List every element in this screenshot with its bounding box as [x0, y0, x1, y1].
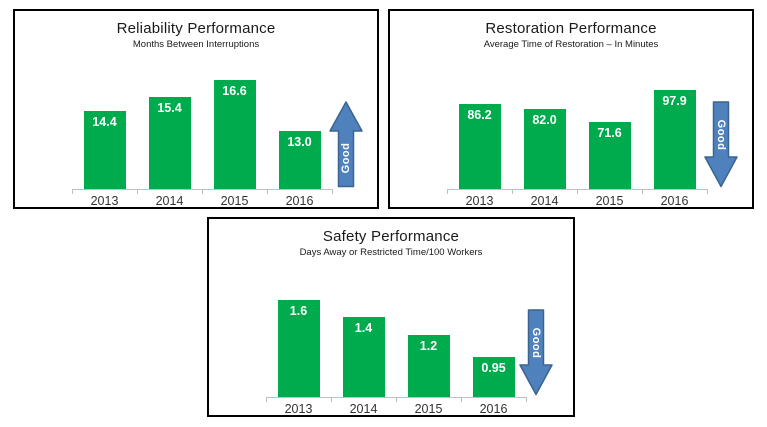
bar-2013: 1.6: [277, 300, 320, 397]
x-axis-tick: [332, 190, 333, 194]
x-axis-tick-label: 2013: [284, 402, 313, 416]
x-axis-tick-label: 2013: [90, 194, 119, 208]
x-axis-tick: [526, 398, 527, 402]
plot-area: 86.2 2013 82.0 2014 71.6 2015 97.9 2016: [390, 11, 752, 208]
chart-title: Restoration Performance: [485, 20, 657, 37]
x-axis-tick: [707, 190, 708, 194]
x-axis-tick: [512, 190, 513, 194]
bar-value-label: 15.4: [157, 101, 182, 115]
bar-value-label: 13.0: [287, 135, 312, 149]
down-arrow-icon: [704, 101, 738, 188]
x-axis-tick: [331, 398, 332, 402]
bar-2016: 0.95: [472, 357, 515, 397]
restoration-performance-chart-panel: Restoration Performance Average Time of …: [388, 9, 754, 209]
bar-2015: 16.6: [213, 80, 256, 189]
x-axis-tick-label: 2015: [595, 194, 624, 208]
plot-area: 1.6 2013 1.4 2014 1.2 2015 0.95 2016: [209, 219, 573, 416]
chart-subtitle: Average Time of Restoration – In Minutes: [483, 39, 659, 50]
x-axis-tick-label: 2015: [414, 402, 443, 416]
bar-2016: 97.9: [653, 90, 696, 189]
x-axis-tick-label: 2016: [479, 402, 508, 416]
good-annotation-label: Good: [715, 119, 727, 151]
chart-title: Safety Performance: [322, 228, 460, 245]
bar-2013: 14.4: [83, 111, 126, 189]
x-axis-line: [266, 397, 527, 398]
bar-value-label: 14.4: [92, 115, 117, 129]
bar-value-label: 1.2: [419, 339, 438, 353]
bar-value-label: 0.95: [481, 361, 506, 375]
down-arrow-icon: [519, 309, 553, 396]
bar-2014: 82.0: [523, 109, 566, 189]
good-direction-down-arrow-icon: Good: [704, 101, 738, 188]
x-axis-tick: [447, 190, 448, 194]
x-axis-tick-label: 2016: [660, 194, 689, 208]
x-axis-tick-label: 2014: [349, 402, 378, 416]
x-axis-tick-label: 2013: [465, 194, 494, 208]
bar-2013: 86.2: [458, 104, 501, 189]
x-axis-tick: [461, 398, 462, 402]
good-direction-up-arrow-icon: Good: [329, 101, 363, 188]
bar-value-label: 71.6: [597, 126, 622, 140]
x-axis-tick-label: 2014: [530, 194, 559, 208]
safety-performance-chart-panel: Safety Performance Days Away or Restrict…: [207, 217, 575, 417]
x-axis-tick-label: 2014: [155, 194, 184, 208]
bar-value-label: 82.0: [532, 113, 557, 127]
chart-title: Reliability Performance: [116, 20, 276, 37]
x-axis-line: [72, 189, 333, 190]
bar-value-label: 16.6: [222, 84, 247, 98]
bar-2016: 13.0: [278, 131, 321, 189]
bar-2014: 1.4: [342, 317, 385, 397]
x-axis-tick: [577, 190, 578, 194]
x-axis-tick: [396, 398, 397, 402]
x-axis-tick: [267, 190, 268, 194]
plot-area: 14.4 2013 15.4 2014 16.6 2015 13.0 2016: [15, 11, 377, 208]
x-axis-tick: [137, 190, 138, 194]
x-axis-tick-label: 2015: [220, 194, 249, 208]
reliability-performance-chart-panel: Reliability Performance Months Between I…: [13, 9, 379, 209]
bar-value-label: 86.2: [467, 108, 492, 122]
good-annotation-label: Good: [530, 327, 542, 359]
up-arrow-icon: [329, 101, 363, 188]
x-axis-line: [447, 189, 708, 190]
good-annotation-label: Good: [340, 142, 352, 174]
x-axis-tick: [202, 190, 203, 194]
chart-subtitle: Months Between Interruptions: [132, 39, 260, 50]
x-axis-tick: [642, 190, 643, 194]
bar-2015: 1.2: [407, 335, 450, 397]
bar-value-label: 1.4: [354, 321, 373, 335]
good-direction-down-arrow-icon: Good: [519, 309, 553, 396]
bar-value-label: 97.9: [662, 94, 687, 108]
bar-2015: 71.6: [588, 122, 631, 189]
bar-value-label: 1.6: [289, 304, 308, 318]
x-axis-tick: [266, 398, 267, 402]
x-axis-tick-label: 2016: [285, 194, 314, 208]
chart-subtitle: Days Away or Restricted Time/100 Workers: [299, 247, 483, 258]
x-axis-tick: [72, 190, 73, 194]
bar-2014: 15.4: [148, 97, 191, 189]
